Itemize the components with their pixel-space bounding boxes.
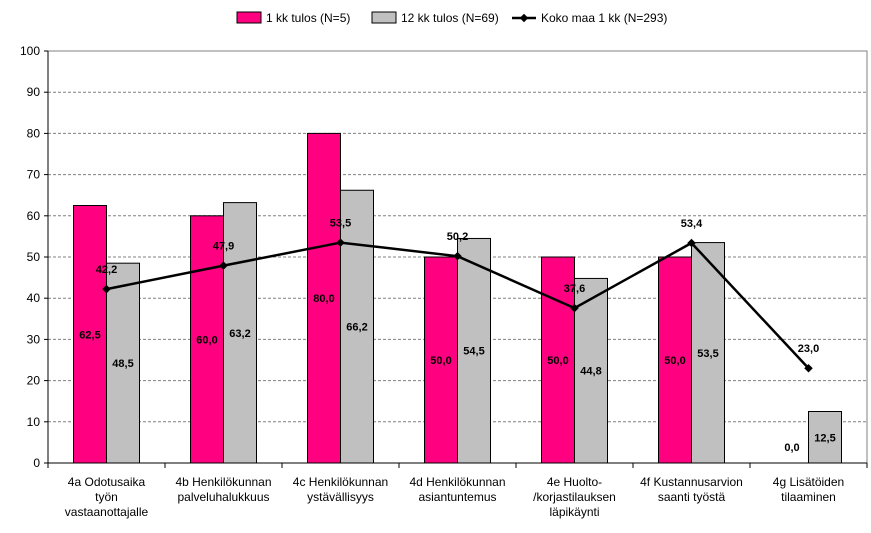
y-tick-label: 100 (20, 44, 40, 58)
bar-2 (457, 237, 491, 464)
x-category-label-line: 4a Odotusaika (68, 475, 146, 489)
bar-data-label: 44,8 (580, 366, 601, 378)
legend-marker (519, 13, 529, 23)
y-tick-label: 50 (27, 250, 41, 264)
bar-data-label: 50,0 (547, 355, 568, 367)
y-tick-label: 60 (27, 209, 41, 223)
line-point (453, 251, 462, 261)
bar-1 (658, 256, 692, 464)
bar-2 (340, 189, 374, 464)
bar-2 (691, 242, 725, 464)
bar-1 (190, 215, 224, 464)
line-data-label: 37,6 (564, 283, 585, 295)
x-category-label-line: /korjastilauksen (533, 490, 616, 504)
x-category-label: 4d Henkilökunnan asiantuntemus (409, 475, 505, 504)
bar-2 (223, 202, 257, 464)
bar-2 (808, 411, 842, 464)
bar-data-label: 50,0 (664, 355, 685, 367)
x-category-label-line: 4c Henkilökunnan (293, 475, 388, 489)
x-category-label: 4c Henkilökunnan ystävällisyys (293, 475, 388, 504)
x-category-label-line: 4d Henkilökunnan (409, 475, 505, 489)
bar-2 (106, 262, 140, 464)
x-category-label-line: ystävällisyys (307, 490, 374, 504)
bar-data-label: 60,0 (196, 334, 217, 346)
bar-data-label: 0,0 (784, 442, 799, 454)
bar-data-label: 66,2 (346, 322, 367, 334)
x-category-label-line: saanti työstä (658, 490, 726, 504)
x-category-label: 4f Kustannusarvion saanti työstä (640, 475, 743, 504)
line-data-label: 53,5 (330, 218, 351, 230)
x-category-label: 4e Huolto-/korjastilauksen läpikäynti (533, 475, 616, 519)
bar-data-label: 12,5 (814, 432, 835, 444)
x-category-label-line: työn (95, 490, 118, 504)
line-point (102, 284, 111, 294)
x-category-label-line: läpikäynti (549, 505, 599, 519)
bar-data-label: 80,0 (313, 293, 334, 305)
x-category-label: 4g Lisätöiden tilaaminen (773, 475, 844, 504)
x-category-label-line: vastaanottajalle (65, 505, 149, 519)
x-category-label-line: palveluhalukkuus (177, 490, 269, 504)
legend-swatch (236, 11, 262, 24)
x-category-label: 4b Henkilökunnan palveluhalukkuus (175, 475, 271, 504)
x-category-label-line: tilaaminen (781, 490, 836, 504)
line-data-label: 53,4 (681, 218, 703, 230)
bar-data-label: 48,5 (112, 358, 133, 370)
bar-1 (307, 132, 341, 464)
y-tick-label: 90 (27, 85, 41, 99)
line-data-label: 50,2 (447, 231, 468, 243)
y-tick-label: 40 (27, 291, 41, 305)
line-point (336, 238, 345, 247)
legend-label: 12 kk tulos (N=69) (401, 11, 499, 25)
bar-data-label: 54,5 (463, 346, 484, 358)
bar-1 (424, 256, 458, 464)
line-data-label: 47,9 (213, 241, 234, 253)
y-tick-label: 70 (27, 168, 41, 182)
x-category-label-line: asiantuntemus (418, 490, 496, 504)
bar-data-label: 53,5 (697, 348, 718, 360)
legend-swatch (371, 11, 397, 24)
line-data-label: 42,2 (96, 264, 117, 276)
legend-label: 1 kk tulos (N=5) (266, 11, 350, 25)
line-point (219, 261, 228, 270)
line-point (570, 303, 579, 313)
bar-2 (574, 277, 608, 464)
y-tick-label: 10 (27, 415, 41, 429)
x-category-label-line: 4b Henkilökunnan (175, 475, 271, 489)
bar-data-label: 50,0 (430, 355, 451, 367)
y-tick-label: 80 (27, 126, 41, 140)
bar-data-label: 62,5 (79, 329, 100, 341)
x-category-label-line: 4f Kustannusarvion (640, 475, 743, 489)
y-tick-label: 30 (27, 332, 41, 346)
x-category-label-line: 4g Lisätöiden (773, 475, 844, 489)
x-category-label-line: 4e Huolto- (547, 475, 602, 489)
line-data-label: 23,0 (798, 343, 819, 355)
x-category-label: 4a Odotusaika työn vastaanottajalle (65, 475, 149, 519)
legend-label: Koko maa 1 kk (N=293) (541, 11, 667, 25)
y-tick-label: 20 (27, 374, 41, 388)
line-point (804, 363, 813, 373)
y-tick-label: 0 (33, 456, 40, 470)
bar-data-label: 63,2 (229, 328, 250, 340)
